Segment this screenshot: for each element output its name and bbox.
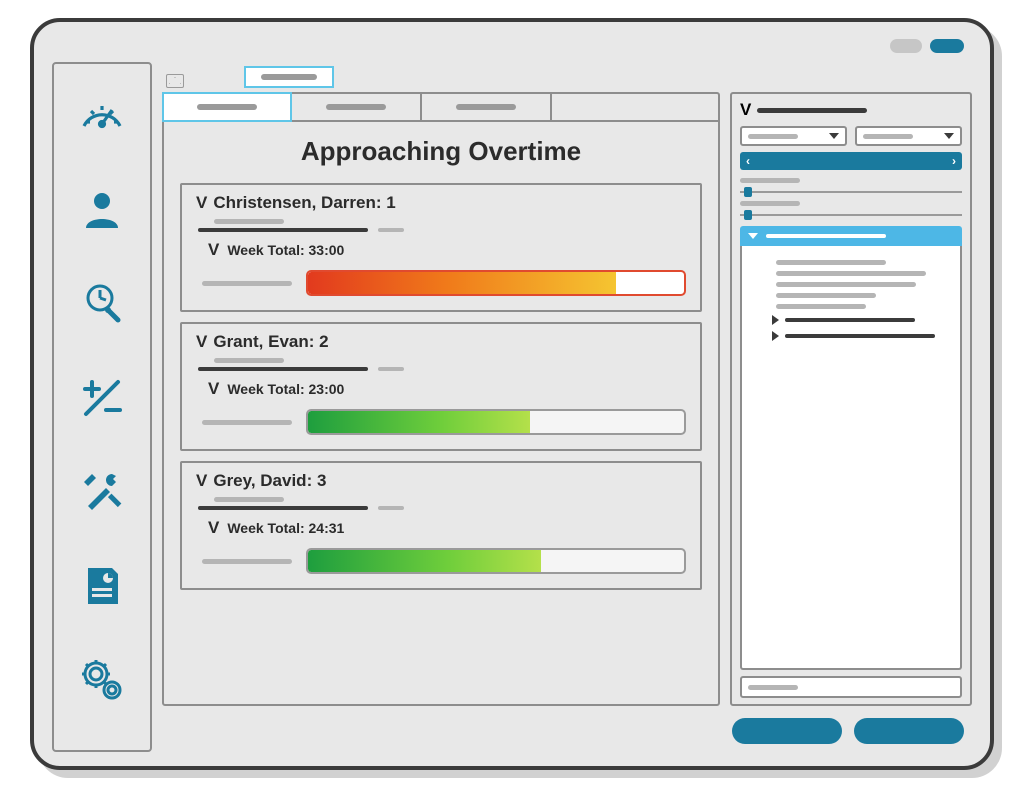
panel-tab-2[interactable]	[292, 94, 422, 120]
divider	[198, 367, 686, 371]
panel-tab-3[interactable]	[422, 94, 552, 120]
tree-item[interactable]	[772, 331, 950, 341]
panel-title: Approaching Overtime	[180, 136, 702, 167]
tree-body	[740, 246, 962, 670]
footer	[162, 710, 972, 752]
panel-tabs	[164, 94, 718, 122]
employee-card: V Grant, Evan: 2 V Week Total: 23:00	[180, 322, 702, 451]
app-body: Approaching Overtime V Christensen, Darr…	[52, 62, 972, 752]
date-nav-bar[interactable]: ‹ ›	[740, 152, 962, 170]
side-panel-footer[interactable]	[740, 676, 962, 698]
range-slider-2[interactable]	[740, 210, 962, 220]
window-control-min[interactable]	[890, 39, 922, 53]
range-slider-1[interactable]	[740, 187, 962, 197]
mail-icon[interactable]	[166, 74, 184, 88]
breadcrumb-tab-active[interactable]	[244, 66, 334, 88]
employee-list: V Christensen, Darren: 1 V Week Total: 3…	[180, 183, 702, 600]
gauge-icon[interactable]	[76, 90, 128, 142]
week-total-row[interactable]: V Week Total: 23:00	[208, 379, 686, 399]
person-icon[interactable]	[76, 184, 128, 236]
divider	[198, 228, 686, 232]
tree-item[interactable]	[772, 315, 950, 325]
placeholder-line	[214, 497, 284, 502]
employee-name: Christensen, Darren: 1	[213, 193, 395, 213]
placeholder-line	[202, 559, 292, 564]
filter-select-1[interactable]	[740, 126, 847, 146]
tools-icon[interactable]	[76, 466, 128, 518]
week-total-row[interactable]: V Week Total: 33:00	[208, 240, 686, 260]
window-control-max[interactable]	[930, 39, 964, 53]
employee-card: V Grey, David: 3 V Week Total: 24:31	[180, 461, 702, 590]
main-column: Approaching Overtime V Christensen, Darr…	[162, 62, 972, 752]
placeholder-line	[214, 219, 284, 224]
chevron-down-icon: V	[196, 332, 207, 352]
window-titlebar	[52, 34, 972, 58]
report-icon[interactable]	[76, 560, 128, 612]
chevron-down-icon: V	[208, 518, 219, 538]
progress-row	[202, 548, 686, 574]
placeholder-line	[202, 281, 292, 286]
employee-header[interactable]: V Grant, Evan: 2	[196, 332, 686, 352]
chevron-down-icon: V	[208, 379, 219, 399]
employee-name: Grant, Evan: 2	[213, 332, 328, 352]
week-total-label: Week Total: 33:00	[227, 242, 344, 258]
primary-action-button[interactable]	[732, 718, 842, 744]
filter-select-2[interactable]	[855, 126, 962, 146]
sidebar	[52, 62, 152, 752]
progress-row	[202, 270, 686, 296]
gears-icon[interactable]	[76, 654, 128, 706]
placeholder-line	[202, 420, 292, 425]
progress-row	[202, 409, 686, 435]
nav-prev-icon[interactable]: ‹	[746, 154, 750, 168]
nav-next-icon[interactable]: ›	[952, 154, 956, 168]
employee-name: Grey, David: 3	[213, 471, 326, 491]
overtime-progress-bar	[306, 409, 686, 435]
panel-tab-1[interactable]	[162, 92, 292, 122]
chevron-down-icon: V	[196, 193, 207, 213]
overtime-progress-bar	[306, 548, 686, 574]
divider	[198, 506, 686, 510]
app-window: Approaching Overtime V Christensen, Darr…	[30, 18, 994, 770]
week-total-row[interactable]: V Week Total: 24:31	[208, 518, 686, 538]
employee-header[interactable]: V Christensen, Darren: 1	[196, 193, 686, 213]
content-row: Approaching Overtime V Christensen, Darr…	[162, 92, 972, 706]
employee-header[interactable]: V Grey, David: 3	[196, 471, 686, 491]
week-total-label: Week Total: 24:31	[227, 520, 344, 536]
plus-minus-icon[interactable]	[76, 372, 128, 424]
placeholder-line	[214, 358, 284, 363]
tree-header[interactable]	[740, 226, 962, 246]
chevron-down-icon: V	[208, 240, 219, 260]
breadcrumb-tabs	[162, 62, 972, 88]
week-total-label: Week Total: 23:00	[227, 381, 344, 397]
side-panel: V ‹ ›	[730, 92, 972, 706]
overtime-progress-bar	[306, 270, 686, 296]
clock-wrench-icon[interactable]	[76, 278, 128, 330]
main-panel: Approaching Overtime V Christensen, Darr…	[162, 92, 720, 706]
chevron-down-icon: V	[196, 471, 207, 491]
chevron-down-icon: V	[740, 100, 751, 120]
panel-body: Approaching Overtime V Christensen, Darr…	[164, 122, 718, 704]
employee-card: V Christensen, Darren: 1 V Week Total: 3…	[180, 183, 702, 312]
secondary-action-button[interactable]	[854, 718, 964, 744]
side-panel-header[interactable]: V	[732, 94, 970, 124]
